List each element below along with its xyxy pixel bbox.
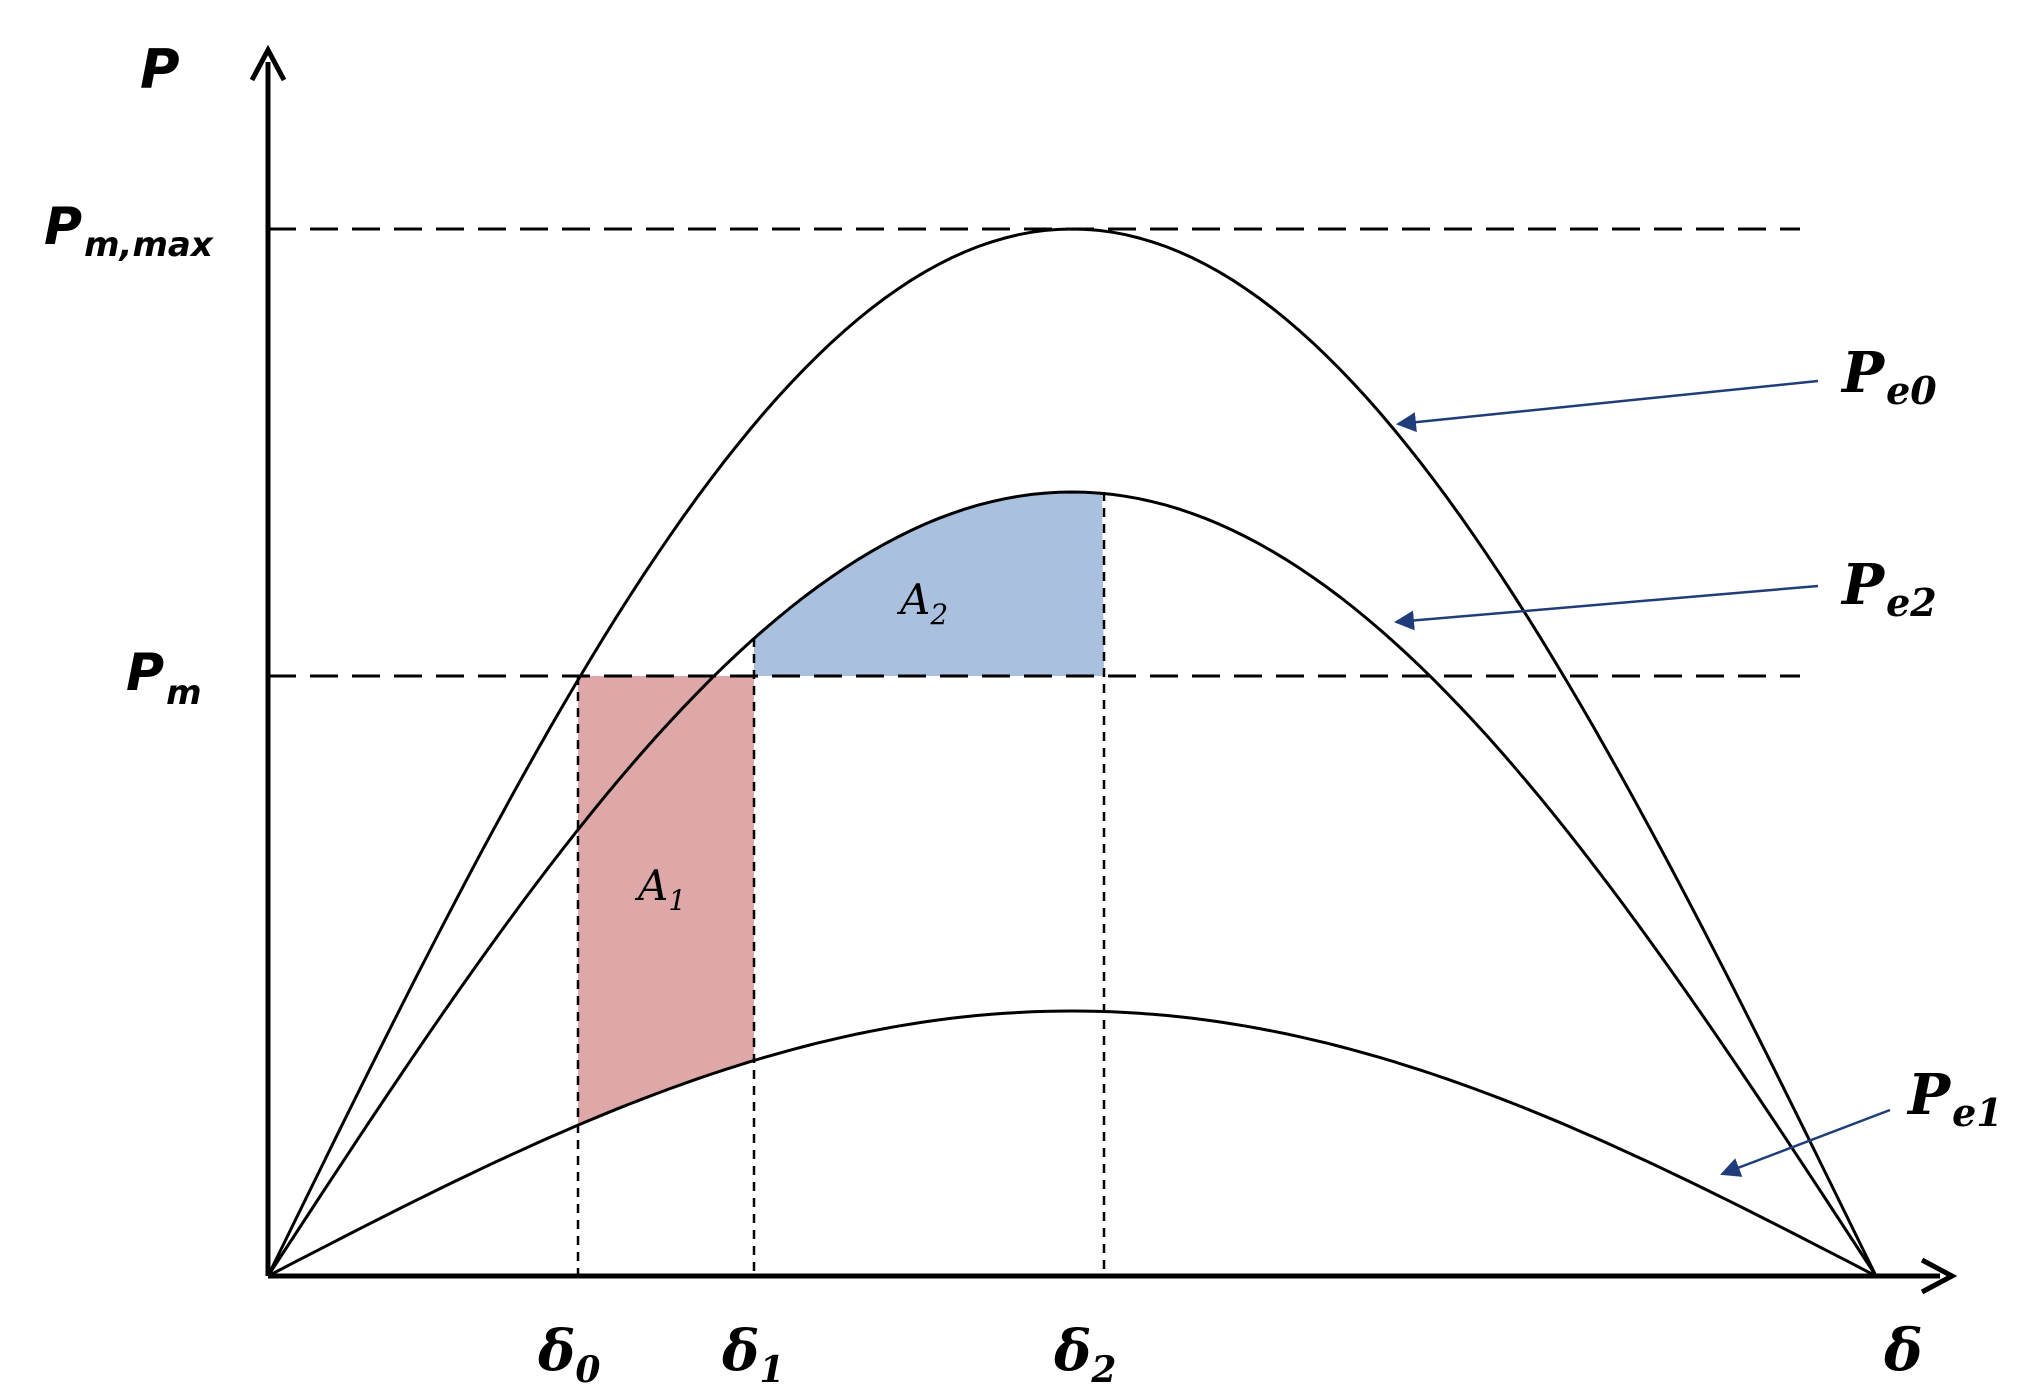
pe0-pointer-arrow — [1396, 379, 1819, 433]
curve-pe1 — [267, 1009, 1877, 1278]
area-a2-label: A2 — [896, 575, 948, 631]
pe2-pointer-arrow — [1394, 584, 1819, 631]
curve-pe2 — [266, 490, 1878, 1277]
y-axis-label: P — [140, 38, 180, 101]
pe0-label: Pe0 — [1840, 340, 1937, 413]
pe1-label: Pe1 — [1906, 1062, 2003, 1135]
y-axis-arrowhead — [249, 44, 287, 82]
x-axis-arrowhead — [1920, 1257, 1958, 1295]
pm-max-label: Pm,max — [44, 197, 214, 265]
area-a2-fill — [754, 492, 1104, 676]
area-a1-label: A1 — [634, 861, 686, 917]
x-axis-label: δ — [1883, 1316, 1923, 1384]
delta0-label: δ0 — [537, 1318, 600, 1391]
curve-pe0 — [266, 227, 1878, 1277]
pm-label: Pm — [126, 643, 202, 713]
pe1-pointer-arrow — [1720, 1108, 1891, 1177]
delta2-label: δ2 — [1053, 1318, 1116, 1391]
delta1-label: δ1 — [721, 1318, 784, 1391]
area-a1-fill — [578, 676, 754, 1126]
pe2-label: Pe2 — [1840, 552, 1937, 625]
